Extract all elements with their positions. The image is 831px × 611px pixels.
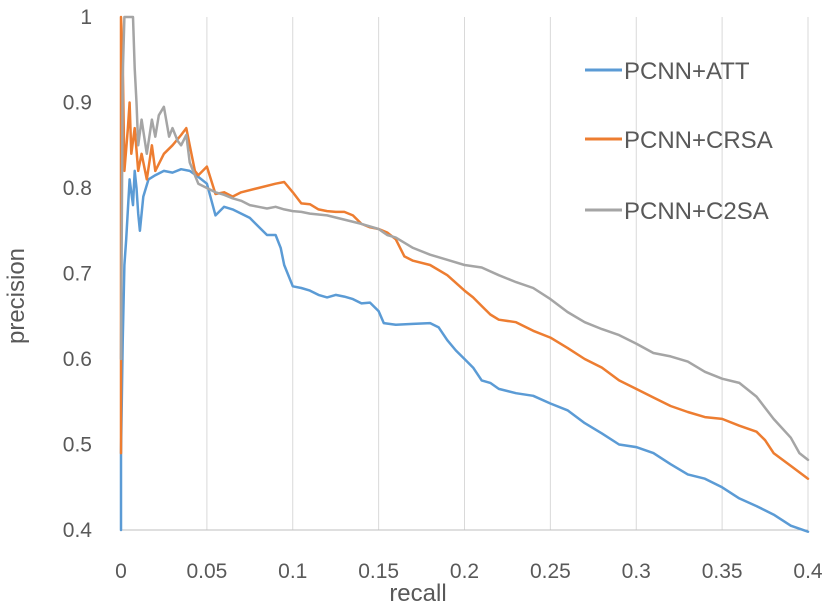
x-tick-label: 0.2 <box>450 560 479 583</box>
legend-label: PCNN+ATT <box>624 58 750 85</box>
y-tick-label: 0.7 <box>63 263 92 286</box>
legend: PCNN+ATT PCNN+CRSA PCNN+C2SA <box>585 58 773 225</box>
legend-label: PCNN+CRSA <box>624 127 773 154</box>
x-tick-label: 0.4 <box>793 560 823 583</box>
y-tick-label: 0.8 <box>63 177 92 200</box>
series-line-pcnn-crsa <box>119 15 810 480</box>
series-line-pcnn-att <box>119 167 810 533</box>
gridlines <box>206 17 809 530</box>
x-tick-label: 0.35 <box>702 560 743 583</box>
series-line-pcnn-c2sa <box>119 15 810 462</box>
x-tick-label: 0.15 <box>358 560 399 583</box>
axes: 0 0.05 0.1 0.15 0.2 0.25 0.3 0.35 0.4 0.4 0.5 0.6 0.… <box>63 6 823 583</box>
x-tick-label: 0.1 <box>278 560 307 583</box>
legend-item: PCNN+ATT <box>585 58 750 85</box>
x-tick-label: 0.3 <box>622 560 651 583</box>
y-axis-title: precision <box>3 248 30 344</box>
legend-item: PCNN+C2SA <box>585 198 769 225</box>
x-tick-label: 0 <box>115 560 127 583</box>
x-tick-label: 0.25 <box>530 560 571 583</box>
y-tick-label: 0.5 <box>63 434 92 457</box>
y-tick-label: 0.9 <box>63 92 92 115</box>
x-axis-title: recall <box>389 580 446 607</box>
series-lines <box>119 15 810 533</box>
y-tick-label: 0.6 <box>63 348 92 371</box>
y-tick-label: 0.4 <box>63 519 93 542</box>
y-tick-label: 1 <box>80 6 92 29</box>
legend-item: PCNN+CRSA <box>585 127 773 154</box>
x-tick-label: 0.05 <box>186 560 227 583</box>
legend-label: PCNN+C2SA <box>624 198 769 225</box>
